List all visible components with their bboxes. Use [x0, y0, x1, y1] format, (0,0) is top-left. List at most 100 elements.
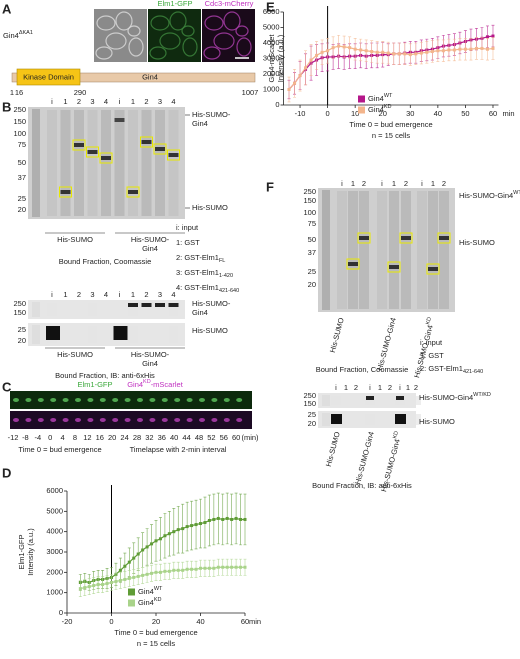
data-point — [207, 566, 211, 570]
data-point — [114, 579, 118, 583]
data-point — [491, 46, 495, 50]
data-point — [474, 46, 478, 50]
time-label: 40 — [170, 433, 178, 442]
highlight — [387, 261, 401, 273]
cell-signal — [112, 418, 119, 422]
lane — [365, 396, 375, 405]
band — [366, 396, 374, 400]
data-point — [375, 50, 379, 54]
kinase-domain — [16, 68, 81, 86]
lane-label: 2 — [404, 179, 408, 188]
data-point — [485, 35, 489, 39]
cell — [149, 46, 167, 60]
group-label: His-SUMO — [324, 431, 342, 468]
data-point — [141, 573, 145, 577]
data-point — [172, 530, 176, 534]
ladder — [322, 395, 330, 406]
cell-signal — [236, 398, 243, 402]
y-tick-label: 0 — [59, 608, 63, 617]
lane — [168, 326, 179, 343]
cell-signal — [199, 418, 205, 422]
micrograph — [94, 9, 147, 62]
x-tick-label: 40 — [434, 109, 442, 118]
data-point — [83, 586, 87, 590]
data-point — [221, 565, 225, 569]
lane — [114, 110, 125, 216]
lane-label: 1 — [431, 179, 435, 188]
time-label: 12 — [83, 433, 91, 442]
legend-entry-text: 2: GST-Elm1 — [420, 364, 463, 373]
data-point — [154, 570, 158, 574]
legend-entry-text: 2: GST-Elm1 — [176, 253, 219, 262]
lane-label: 2 — [388, 383, 392, 392]
cell — [127, 25, 141, 37]
ladder — [322, 413, 330, 426]
panel-label: E — [266, 0, 275, 14]
data-point — [414, 52, 418, 56]
cell-signal — [223, 418, 230, 422]
cell — [181, 25, 195, 37]
legend-entry: 1: GST — [176, 238, 200, 247]
channel-label-sup: KD — [143, 379, 151, 385]
band — [428, 267, 438, 271]
caption: Bound Fraction, IB: anti-6xHis — [55, 371, 155, 380]
band-label-line: His-SUMO- — [192, 110, 231, 119]
legend-name: Gin4 — [138, 598, 154, 607]
cell-signal — [161, 418, 168, 422]
caption: Bound Fraction, IB: anti-6xHis — [312, 481, 412, 490]
lane-label: 2 — [77, 290, 81, 299]
band — [128, 303, 138, 307]
lane — [60, 110, 71, 216]
time-label: 24 — [120, 433, 128, 442]
data-point — [485, 47, 489, 51]
legend-label: Gin4KD — [138, 597, 162, 607]
lane-label: 1 — [344, 383, 348, 392]
y-axis-label: Gin4-mScarletIntensity (a.u.) — [267, 34, 285, 83]
mw-marker: 150 — [303, 399, 316, 408]
cell-signal — [211, 418, 218, 422]
legend-name: Gin4 — [138, 587, 154, 596]
timelapse-strip — [10, 411, 252, 429]
micrograph — [202, 9, 255, 62]
y-tick-label: 3000 — [46, 547, 63, 556]
lane — [341, 396, 351, 405]
data-point — [167, 532, 171, 536]
time-label: 44 — [182, 433, 190, 442]
strain-label-text: Gin4 — [3, 31, 19, 40]
group-label-line: His-SUMO- — [131, 350, 170, 359]
data-point — [105, 582, 109, 586]
cell-signal — [149, 418, 156, 422]
lane-label: i — [399, 383, 401, 392]
y-tick-label: 5000 — [263, 22, 280, 31]
band-label-line: Gin4 — [192, 308, 208, 317]
group-label-line: Gin4 — [142, 244, 158, 253]
note: n = 15 cells — [137, 639, 175, 648]
cell-signal — [161, 398, 168, 402]
legend-sup: KD — [384, 104, 392, 110]
mw-marker: 37 — [308, 248, 316, 257]
data-point — [225, 516, 229, 520]
lane — [87, 110, 98, 216]
y-axis-label-line: Elm1-GFP — [17, 534, 26, 569]
cell-signal — [211, 398, 218, 402]
data-point — [176, 568, 180, 572]
data-point — [123, 564, 127, 568]
lane-label: 1 — [131, 97, 135, 106]
lane — [403, 396, 413, 405]
data-point — [118, 578, 122, 582]
lane — [375, 396, 385, 405]
y-tick-label: 5000 — [46, 506, 63, 515]
channel-label: Cdc3-mCherry — [205, 0, 254, 8]
lane-label: 2 — [414, 383, 418, 392]
cell-signal — [112, 398, 119, 402]
cell-signal — [149, 398, 156, 402]
data-point — [425, 50, 429, 54]
data-point — [190, 524, 194, 528]
lane — [439, 191, 449, 309]
cell-signal — [87, 418, 94, 422]
mw-marker: 150 — [13, 308, 26, 317]
cell — [223, 11, 241, 31]
lane — [141, 303, 152, 316]
band — [101, 156, 111, 160]
data-point — [158, 570, 162, 574]
